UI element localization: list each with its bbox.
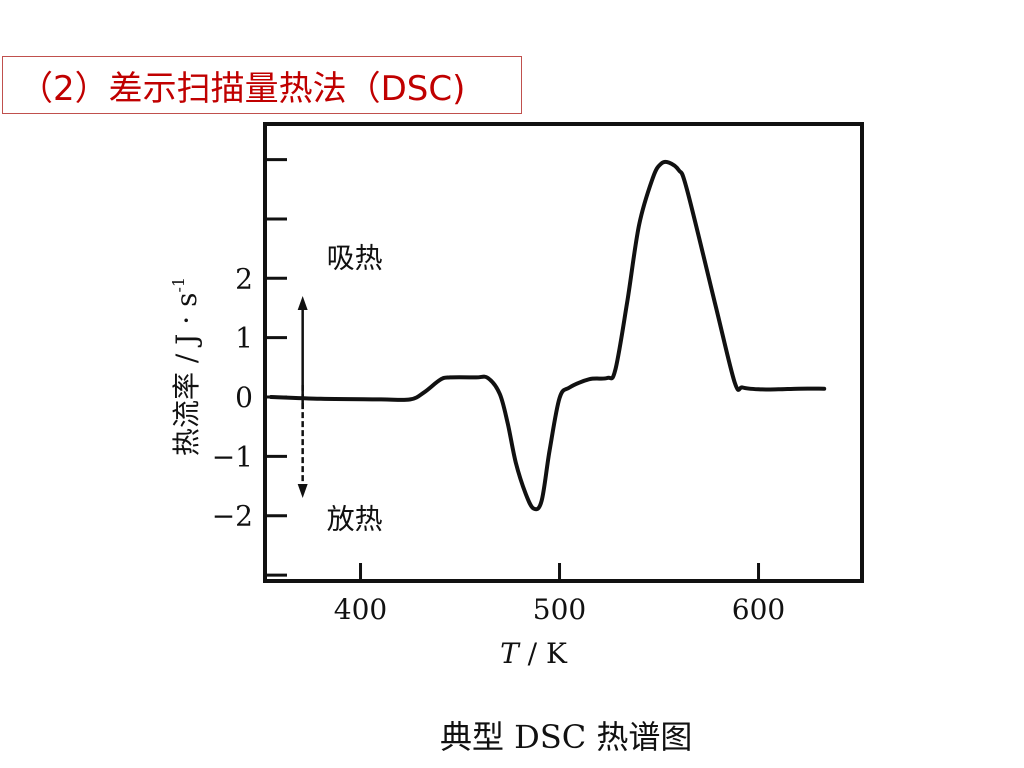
x-axis-label: T / K — [500, 637, 568, 670]
y-tick-label: −1 — [212, 440, 253, 473]
arrow-up-icon — [297, 296, 308, 311]
arrow-down-icon — [297, 483, 308, 498]
annotation-label: 吸热 — [327, 242, 383, 275]
slide-title: （2）差示扫描量热法（DSC) — [19, 68, 466, 109]
x-tick-label: 600 — [732, 593, 785, 626]
x-axis-label-variable: T — [500, 637, 521, 670]
x-axis-label-unit: / K — [519, 637, 568, 670]
x-tick-label: 500 — [533, 593, 586, 626]
y-tick-label: 2 — [235, 262, 253, 295]
y-axis-label-text: 热流率 / J · s — [170, 293, 203, 457]
y-tick-label: 0 — [235, 381, 253, 414]
y-tick-label: 1 — [235, 322, 253, 355]
annotation-label: 放热 — [327, 503, 383, 536]
figure-caption: 典型 DSC 热谱图 — [440, 718, 693, 756]
plot-frame — [263, 122, 864, 583]
slide-title-box: （2）差示扫描量热法（DSC) — [2, 56, 522, 114]
y-axis-label: 热流率 / J · s-1 — [169, 277, 203, 456]
x-tick-label: 400 — [334, 593, 387, 626]
heat-flow-series-line — [269, 159, 827, 512]
y-tick-label: −2 — [212, 500, 253, 533]
y-axis-label-superscript: -1 — [169, 277, 188, 293]
